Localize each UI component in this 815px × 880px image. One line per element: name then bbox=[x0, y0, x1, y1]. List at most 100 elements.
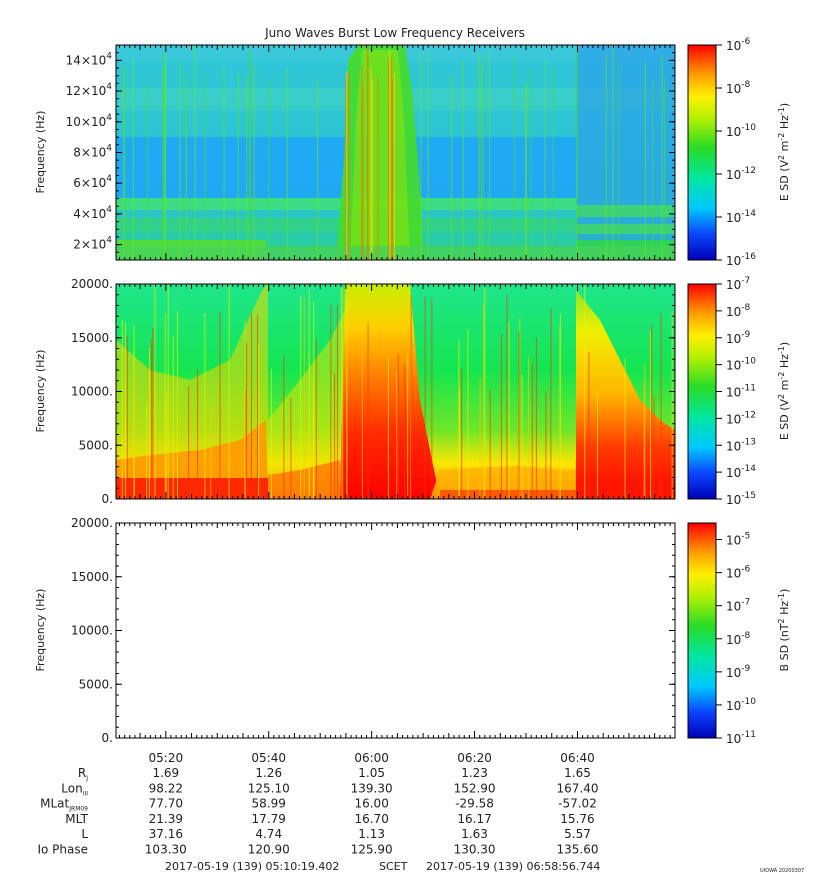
ephemeris-value: 21.39 bbox=[149, 812, 183, 826]
y-tick-label: 2×104 bbox=[73, 236, 112, 252]
time-axis-ticks bbox=[118, 45, 671, 738]
y-tick-label: 20000. bbox=[71, 516, 113, 530]
ephemeris-table: RJ 1.69 1.26 1.05 1.23 1.65 LonIII 98.22 125.10 1… bbox=[37, 766, 598, 857]
y-tick-label: 0. bbox=[102, 492, 113, 506]
colorbar-tick-label: 10-8 bbox=[726, 80, 751, 96]
y-tick-label: 15000. bbox=[71, 331, 113, 345]
footer-stamp: UIOWA 20200307 bbox=[760, 868, 804, 874]
panel-2: 0. 5000. 10000. 15000. 20000. Frequency (Hz)… bbox=[34, 276, 791, 507]
panel-1-spectrogram bbox=[116, 45, 675, 260]
colorbar-tick-label: 10-9 bbox=[726, 664, 751, 680]
y-tick-label: 14×104 bbox=[66, 51, 113, 67]
ephemeris-value: 16.00 bbox=[354, 797, 388, 811]
figure-title: Juno Waves Burst Low Frequency Receivers bbox=[264, 26, 525, 40]
colorbar-tick-label: 10-14 bbox=[726, 209, 756, 225]
ephemeris-value: 103.30 bbox=[145, 843, 187, 857]
ephemeris-row-label: MLatJRM09 bbox=[40, 797, 88, 813]
colorbar-tick-label: 10-10 bbox=[726, 697, 756, 713]
ephemeris-value: -29.58 bbox=[455, 797, 494, 811]
colorbar-tick-label: 10-8 bbox=[726, 303, 751, 319]
y-tick-label: 4×104 bbox=[73, 205, 112, 221]
colorbar-tick-label: 10-11 bbox=[726, 384, 756, 400]
ephemeris-value: 58.99 bbox=[252, 797, 286, 811]
x-tick-label: 06:20 bbox=[457, 751, 492, 765]
ephemeris-row-label: MLT bbox=[65, 812, 88, 826]
ephemeris-value: 139.30 bbox=[351, 781, 393, 795]
panel-1-ylabel: Frequency (Hz) bbox=[34, 111, 47, 194]
colorbar-tick-label: 10-10 bbox=[726, 357, 756, 373]
ephemeris-value: -57.02 bbox=[558, 797, 597, 811]
ephemeris-row-label: Io Phase bbox=[37, 843, 88, 857]
panel-2-colorbar: 10-7 10-8 10-9 10-10 10-11 10-12 10-13 10-14 10-… bbox=[687, 276, 791, 507]
colorbar-tick-label: 10-14 bbox=[726, 464, 756, 480]
panel-1-colorbar-label: E SD (V2 m-2 Hz-1) bbox=[777, 103, 791, 201]
ephemeris-value: 152.90 bbox=[454, 781, 496, 795]
panel-1-colorbar: 10-6 10-8 10-10 10-12 10-14 10-16 E SD (V2 m-… bbox=[687, 37, 791, 268]
y-tick-label: 5000. bbox=[79, 677, 113, 691]
colorbar-tick-label: 10-9 bbox=[726, 330, 751, 346]
y-tick-label: 10000. bbox=[71, 385, 113, 399]
panel-2-colorbar-label: E SD (V2 m-2 Hz-1) bbox=[777, 342, 791, 440]
ephemeris-value: 37.16 bbox=[149, 827, 183, 841]
colorbar-tick-label: 10-6 bbox=[726, 37, 751, 53]
colorbar-tick-label: 10-10 bbox=[726, 123, 756, 139]
ephemeris-value: 1.13 bbox=[358, 827, 385, 841]
colorbar-tick-label: 10-12 bbox=[726, 410, 756, 426]
ephemeris-value: 1.63 bbox=[461, 827, 488, 841]
panel-3-colorbar: 10-5 10-6 10-7 10-8 10-9 10-10 10-11 B SD (nT2… bbox=[687, 522, 791, 746]
panel-3-ylabel: Frequency (Hz) bbox=[34, 589, 47, 672]
ephemeris-value: 120.90 bbox=[248, 843, 290, 857]
panel-3-colorbar-label: B SD (nT2 Hz-1) bbox=[777, 589, 791, 672]
ephemeris-value: 17.79 bbox=[252, 812, 286, 826]
panel-2-ylabel: Frequency (Hz) bbox=[34, 350, 47, 433]
ephemeris-value: 98.22 bbox=[149, 781, 183, 795]
ephemeris-value: 1.26 bbox=[255, 766, 282, 780]
ephemeris-value: 16.17 bbox=[457, 812, 491, 826]
ephemeris-value: 1.23 bbox=[461, 766, 488, 780]
ephemeris-value: 130.30 bbox=[454, 843, 496, 857]
ephemeris-value: 1.05 bbox=[358, 766, 385, 780]
time-axis-labels: 05:20 05:40 06:00 06:20 06:40 bbox=[149, 751, 595, 765]
ephemeris-value: 1.69 bbox=[152, 766, 179, 780]
y-tick-label: 12×104 bbox=[66, 82, 113, 98]
x-tick-label: 06:40 bbox=[560, 751, 595, 765]
colorbar-tick-label: 10-7 bbox=[726, 276, 750, 292]
footer-end-time: 2017-05-19 (139) 06:58:56.744 bbox=[426, 860, 600, 873]
y-tick-label: 6×104 bbox=[73, 174, 112, 190]
panel-1: 2×104 4×104 6×104 8×104 10×104 12×104 14×104 F… bbox=[34, 37, 791, 268]
colorbar-tick-label: 10-5 bbox=[726, 532, 750, 548]
ephemeris-value: 167.40 bbox=[556, 781, 598, 795]
x-tick-label: 06:00 bbox=[354, 751, 389, 765]
y-tick-label: 10×104 bbox=[66, 113, 113, 129]
y-tick-label: 20000. bbox=[71, 277, 113, 291]
ephemeris-value: 15.76 bbox=[560, 812, 594, 826]
ephemeris-value: 5.57 bbox=[564, 827, 591, 841]
ephemeris-value: 125.90 bbox=[351, 843, 393, 857]
ephemeris-row-label: L bbox=[81, 827, 88, 841]
panel-3: 0. 5000. 10000. 15000. 20000. Frequency (Hz)… bbox=[34, 516, 791, 746]
footer-scet: SCET bbox=[379, 860, 408, 873]
ephemeris-value: 1.65 bbox=[564, 766, 591, 780]
ephemeris-row-label: LonIII bbox=[61, 781, 88, 797]
colorbar-tick-label: 10-15 bbox=[726, 491, 756, 507]
ephemeris-value: 4.74 bbox=[255, 827, 282, 841]
panel-3-y-axis: 0. 5000. 10000. 15000. 20000. bbox=[71, 516, 675, 745]
panel-3-plot-area bbox=[115, 522, 676, 739]
y-tick-label: 5000. bbox=[79, 438, 113, 452]
panel-2-spectrogram bbox=[116, 284, 675, 499]
y-tick-label: 15000. bbox=[71, 570, 113, 584]
y-tick-label: 8×104 bbox=[73, 144, 112, 160]
colorbar-tick-label: 10-7 bbox=[726, 598, 750, 614]
colorbar-tick-label: 10-6 bbox=[726, 565, 751, 581]
ephemeris-value: 125.10 bbox=[248, 781, 290, 795]
y-tick-label: 10000. bbox=[71, 624, 113, 638]
ephemeris-value: 135.60 bbox=[556, 843, 598, 857]
ephemeris-value: 16.70 bbox=[354, 812, 388, 826]
panel-1-streaks bbox=[123, 45, 665, 260]
colorbar-tick-label: 10-12 bbox=[726, 166, 756, 182]
colorbar-tick-label: 10-8 bbox=[726, 631, 751, 647]
panel-2-y-axis: 0. 5000. 10000. 15000. 20000. bbox=[71, 277, 675, 506]
x-tick-label: 05:40 bbox=[251, 751, 286, 765]
colorbar-tick-label: 10-16 bbox=[726, 252, 756, 268]
